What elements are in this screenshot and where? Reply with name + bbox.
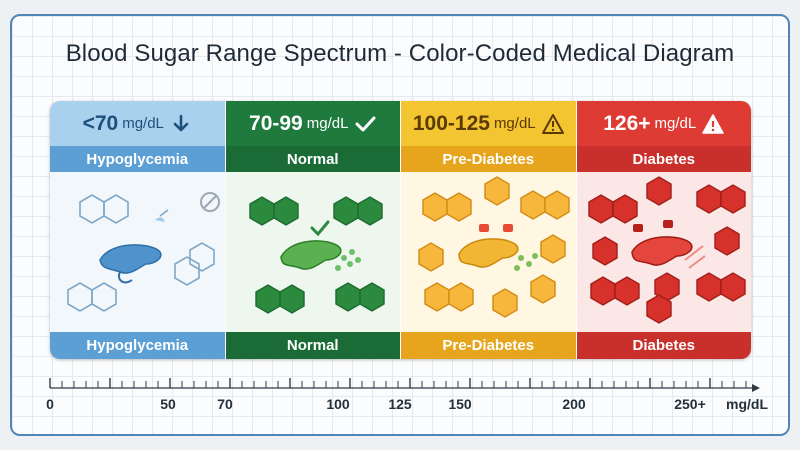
- panel-hypoglycemia-footer: Hypoglycemia: [50, 332, 225, 359]
- panel-normal-footer: Normal: [225, 332, 400, 359]
- panel-diabetes-footer: Diabetes: [576, 332, 751, 359]
- scale-arrowhead: [752, 384, 760, 392]
- panel-diabetes-label: Diabetes: [576, 146, 751, 172]
- range-value: 100-125: [412, 111, 490, 135]
- panel-pre-diabetes-label: Pre-Diabetes: [401, 146, 576, 172]
- panel-pre-diabetes-header: 100-125 mg/dL: [401, 101, 576, 146]
- panel-pre-diabetes-illustration: [401, 172, 576, 332]
- molecule-illustration: [67, 192, 220, 312]
- panel-normal-header: 70-99 mg/dL: [225, 101, 400, 146]
- alert-triangle-icon: [702, 113, 724, 134]
- panel-diabetes: 126+ mg/dL Diabetes: [576, 101, 751, 359]
- scale-tick-label: 150: [448, 396, 472, 412]
- panel-normal-label: Normal: [225, 146, 400, 172]
- scale-tick-label: 50: [160, 396, 176, 412]
- molecule-illustration: [248, 196, 385, 314]
- panel-diabetes-illustration: [576, 172, 751, 332]
- range-panels: <70 mg/dL Hypoglycemia: [50, 101, 751, 359]
- panel-pre-diabetes-footer: Pre-Diabetes: [401, 332, 576, 359]
- range-unit: mg/dL: [654, 115, 697, 132]
- diagram-title: Blood Sugar Range Spectrum - Color-Coded…: [65, 40, 735, 67]
- scale-tick-label: 70: [217, 396, 233, 412]
- scale-axis: [49, 378, 760, 392]
- warning-triangle-icon: [541, 113, 564, 134]
- panel-hypoglycemia: <70 mg/dL Hypoglycemia: [50, 101, 226, 359]
- range-value: 70-99: [249, 111, 303, 135]
- panel-hypoglycemia-illustration: [50, 172, 225, 332]
- range-value: <70: [82, 111, 119, 135]
- scale-unit-label: mg/dL: [726, 396, 768, 412]
- arrow-down-icon: [173, 114, 189, 131]
- panel-pre-diabetes: 100-125 mg/dL Pre-Diabetes: [401, 101, 577, 359]
- checkmark-icon: [355, 116, 376, 131]
- range-unit: mg/dL: [306, 115, 349, 132]
- scale-tick-label: 0: [46, 396, 54, 412]
- molecule-illustration: [418, 176, 570, 318]
- molecule-illustration: [587, 176, 746, 324]
- scale-tick-label: 200: [562, 396, 586, 412]
- panel-hypoglycemia-header: <70 mg/dL: [50, 101, 225, 146]
- panel-diabetes-header: 126+ mg/dL: [576, 101, 751, 146]
- panel-hypoglycemia-label: Hypoglycemia: [50, 146, 225, 172]
- scale-tick-label: 100: [326, 396, 350, 412]
- scale-ticks: [49, 378, 747, 388]
- range-unit: mg/dL: [493, 115, 536, 132]
- range-value: 126+: [603, 111, 651, 135]
- panel-normal: 70-99 mg/dL Normal: [225, 101, 401, 359]
- scale-tick-label: 125: [388, 396, 412, 412]
- panel-normal-illustration: [225, 172, 400, 332]
- scale-tick-label: 250+: [674, 396, 706, 412]
- range-unit: mg/dL: [122, 115, 164, 132]
